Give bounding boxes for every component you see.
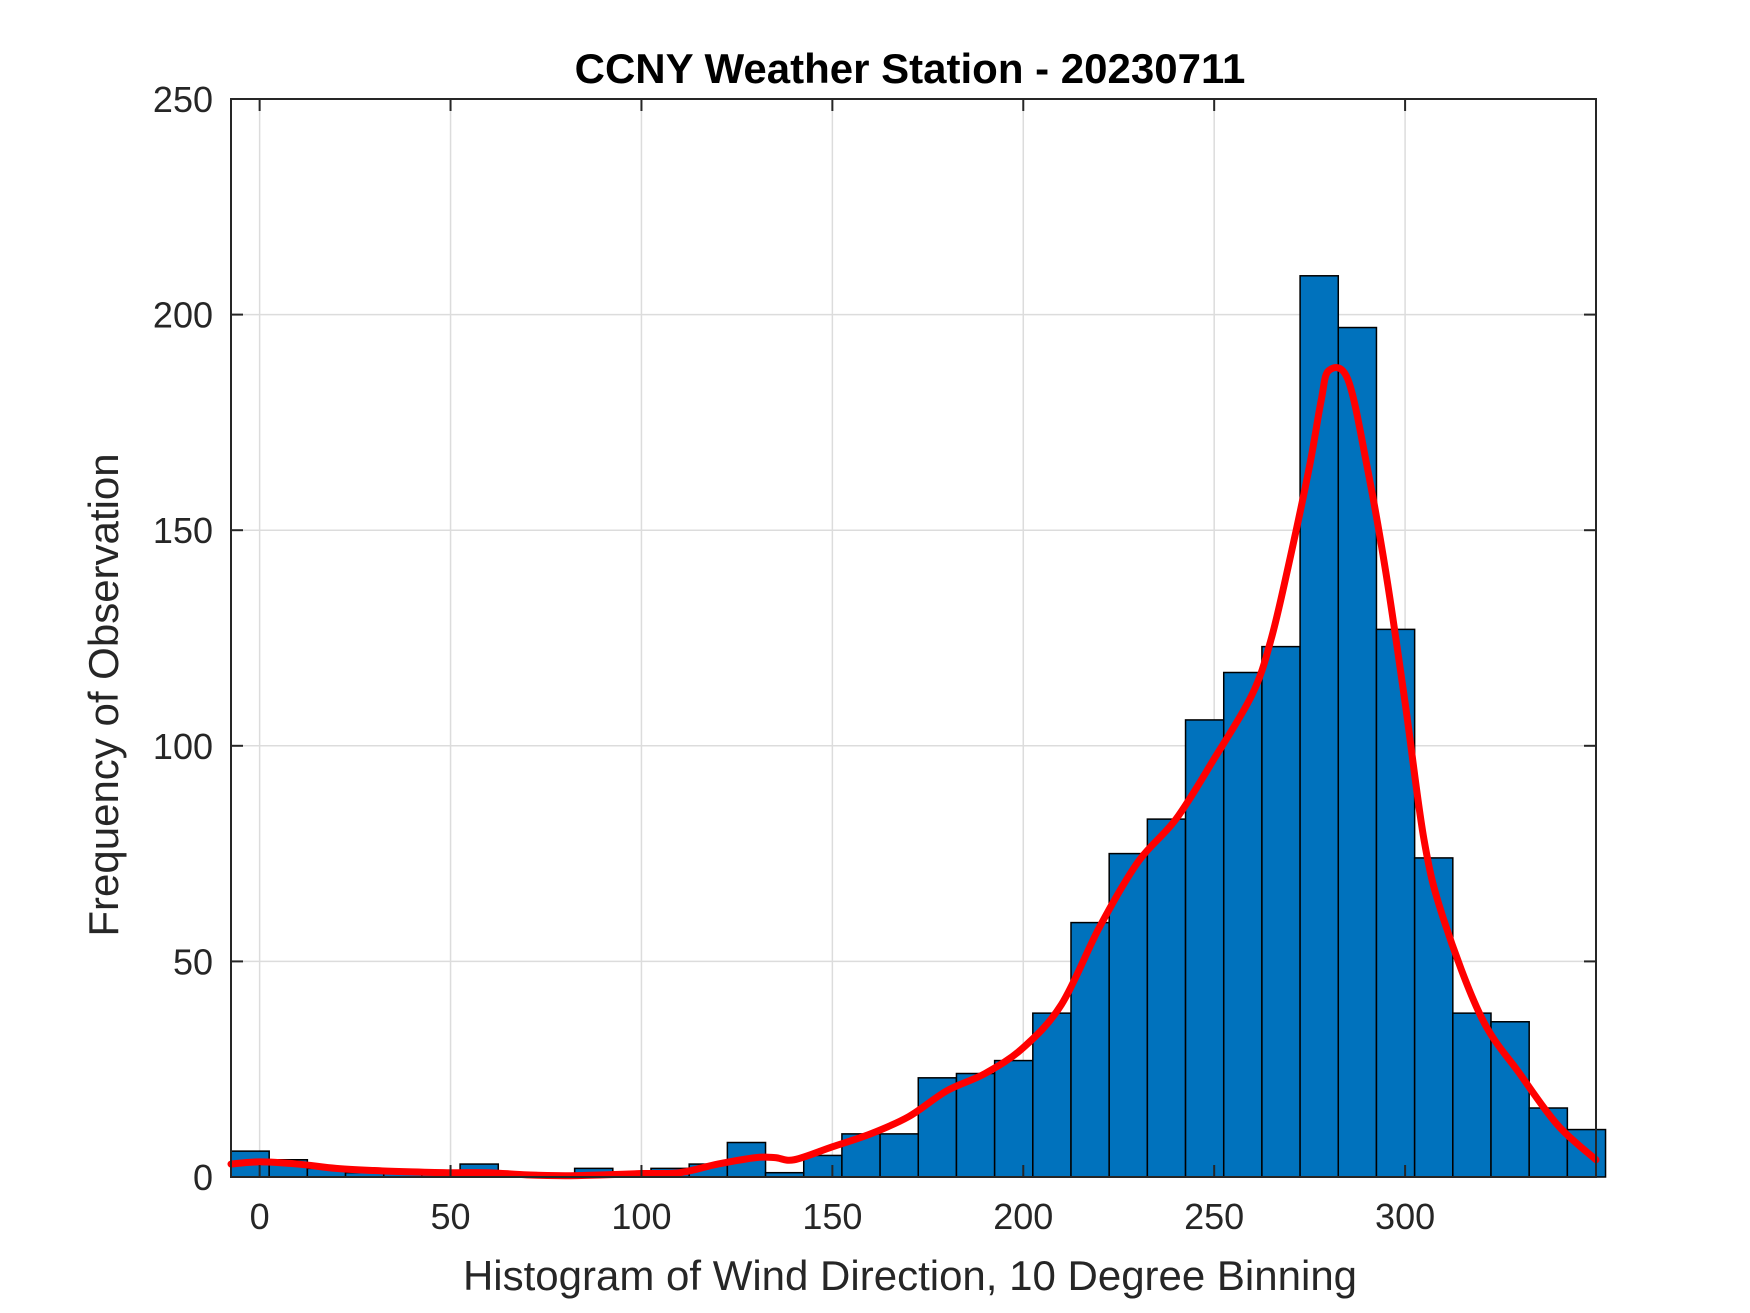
histogram-bar: [1108, 852, 1149, 1178]
bar-layer: [230, 275, 1607, 1178]
fit-curve: [227, 364, 1600, 1180]
axes-layer: [230, 98, 1597, 1178]
y-tick-label: 100: [153, 726, 213, 767]
fit-curve-layer: [227, 364, 1600, 1180]
histogram-bar: [1452, 1012, 1492, 1178]
histogram-bar: [1528, 1107, 1569, 1178]
y-tick-label: 200: [153, 295, 213, 336]
x-tick-label: 100: [611, 1196, 671, 1237]
y-tick-label: 50: [173, 941, 213, 982]
x-axis-label: Histogram of Wind Direction, 10 Degree B…: [463, 1252, 1357, 1299]
histogram-bar: [1070, 921, 1110, 1178]
axes-box: [230, 98, 1597, 1178]
x-tick-label: 300: [1375, 1196, 1435, 1237]
histogram-bar: [1222, 671, 1263, 1178]
histogram-bar: [1261, 645, 1301, 1178]
x-tick-label: 0: [250, 1196, 270, 1237]
x-tick-label: 250: [1184, 1196, 1244, 1237]
histogram-bar: [1146, 818, 1187, 1178]
x-tick-label: 50: [431, 1196, 471, 1237]
histogram-bar: [879, 1133, 920, 1178]
histogram-bar: [1337, 326, 1378, 1178]
histogram-bar: [1184, 719, 1225, 1178]
y-tick-label: 250: [153, 79, 213, 120]
histogram-bar: [993, 1059, 1034, 1178]
histogram-bar: [1032, 1012, 1072, 1178]
histogram-bar: [955, 1072, 996, 1178]
x-tick-label: 200: [993, 1196, 1053, 1237]
y-axis-label: Frequency of Observation: [80, 453, 127, 936]
chart-title: CCNY Weather Station - 20230711: [575, 45, 1246, 92]
y-tick-label: 150: [153, 510, 213, 551]
histogram-bar: [1413, 857, 1454, 1178]
tick-label-layer: 0 50 100 150 200 250 300 0 50 100 150 200 250: [153, 79, 1435, 1237]
x-tick-label: 150: [802, 1196, 862, 1237]
y-tick-label: 0: [193, 1157, 213, 1198]
